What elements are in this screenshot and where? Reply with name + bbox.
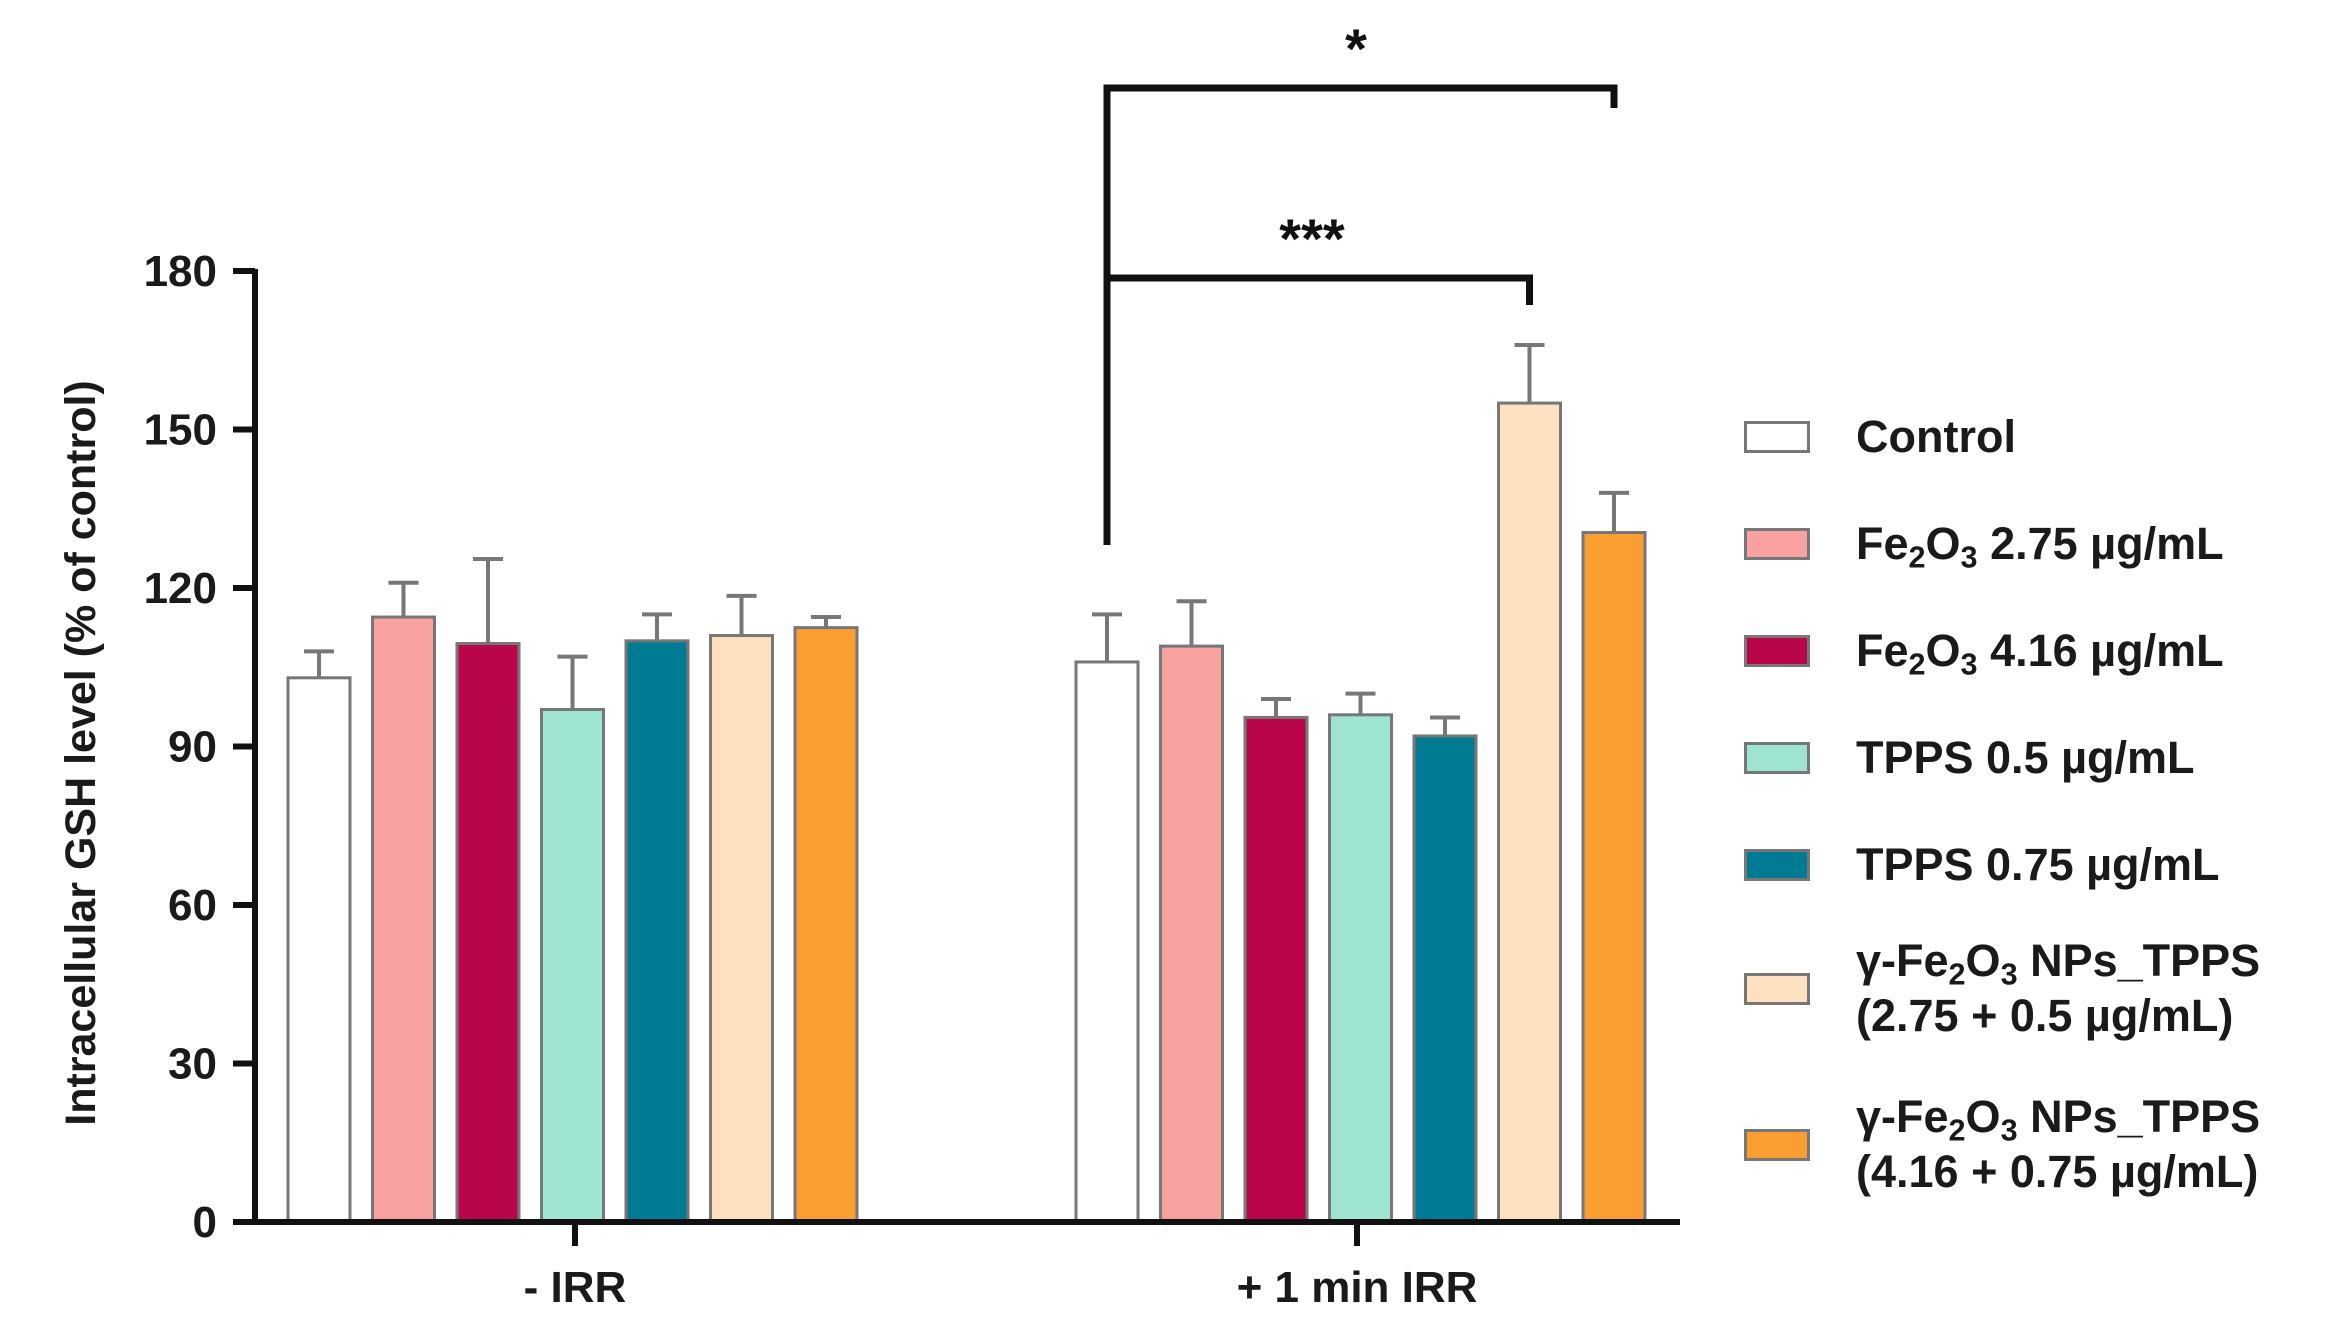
y-tick-label: 30 xyxy=(168,1040,217,1089)
legend: Control Fe2O3 2.75 µg/mL Fe2O3 4.16 µg/mL T… xyxy=(1744,410,2334,1200)
legend-label: Fe2O3 2.75 µg/mL xyxy=(1856,517,2224,575)
error-bars xyxy=(304,342,1629,736)
legend-swatch xyxy=(1744,1129,1810,1162)
bar xyxy=(540,708,605,1224)
legend-item: TPPS 0.5 µg/mL xyxy=(1744,731,2334,786)
legend-swatch xyxy=(1744,635,1810,668)
legend-swatch xyxy=(1744,421,1810,454)
legend-label: TPPS 0.5 µg/mL xyxy=(1856,731,2195,783)
legend-item: Control xyxy=(1744,410,2334,465)
legend-item: Fe2O3 4.16 µg/mL xyxy=(1744,624,2334,682)
bar xyxy=(1074,660,1140,1224)
bar xyxy=(624,639,690,1224)
legend-label: γ-Fe2O3 NPs_TPPS (4.16 + 0.75 µg/mL) xyxy=(1856,1091,2261,1198)
y-tick-label: 120 xyxy=(144,564,217,613)
legend-item: TPPS 0.75 µg/mL xyxy=(1744,838,2334,893)
bar xyxy=(709,634,774,1224)
y-tick-label: 180 xyxy=(144,247,217,296)
x-tick-label: - IRR xyxy=(524,1263,627,1312)
significance-brackets: **** xyxy=(1103,17,1618,545)
bar xyxy=(1497,401,1562,1224)
bar xyxy=(793,626,859,1224)
bar xyxy=(455,641,521,1224)
legend-label: Fe2O3 4.16 µg/mL xyxy=(1856,624,2224,682)
y-tick-label: 0 xyxy=(193,1198,217,1247)
bar xyxy=(1159,644,1224,1224)
legend-swatch xyxy=(1744,528,1810,561)
bars xyxy=(286,401,1647,1224)
legend-label: Control xyxy=(1856,411,2016,462)
bar xyxy=(1412,734,1478,1224)
y-axis-label: Intracellular GSH level (% of control) xyxy=(57,380,105,1126)
y-tick-label: 90 xyxy=(168,723,217,772)
x-tick-label: + 1 min IRR xyxy=(1237,1263,1478,1312)
axes: 0 30 60 90 120 150 180 - IRR + 1 min IRR xyxy=(144,247,1680,1312)
bar xyxy=(286,676,352,1224)
legend-swatch xyxy=(1744,973,1810,1006)
y-tick-label: 60 xyxy=(168,881,217,930)
legend-label: γ-Fe2O3 NPs_TPPS (2.75 + 0.5 µg/mL) xyxy=(1856,935,2261,1042)
significance-bracket xyxy=(1103,274,1533,545)
y-tick-label: 150 xyxy=(144,406,217,455)
legend-label: TPPS 0.75 µg/mL xyxy=(1856,838,2220,890)
significance-label: * xyxy=(1345,17,1367,80)
bar xyxy=(1328,713,1393,1224)
legend-item: γ-Fe2O3 NPs_TPPS (2.75 + 0.5 µg/mL) xyxy=(1744,934,2334,1044)
legend-swatch xyxy=(1744,742,1810,775)
bar xyxy=(371,615,436,1224)
legend-swatch xyxy=(1744,849,1810,881)
legend-item: γ-Fe2O3 NPs_TPPS (4.16 + 0.75 µg/mL) xyxy=(1744,1090,2334,1200)
bar xyxy=(1243,715,1309,1224)
significance-label: *** xyxy=(1279,207,1345,270)
legend-item: Fe2O3 2.75 µg/mL xyxy=(1744,517,2334,575)
bar xyxy=(1581,531,1647,1224)
